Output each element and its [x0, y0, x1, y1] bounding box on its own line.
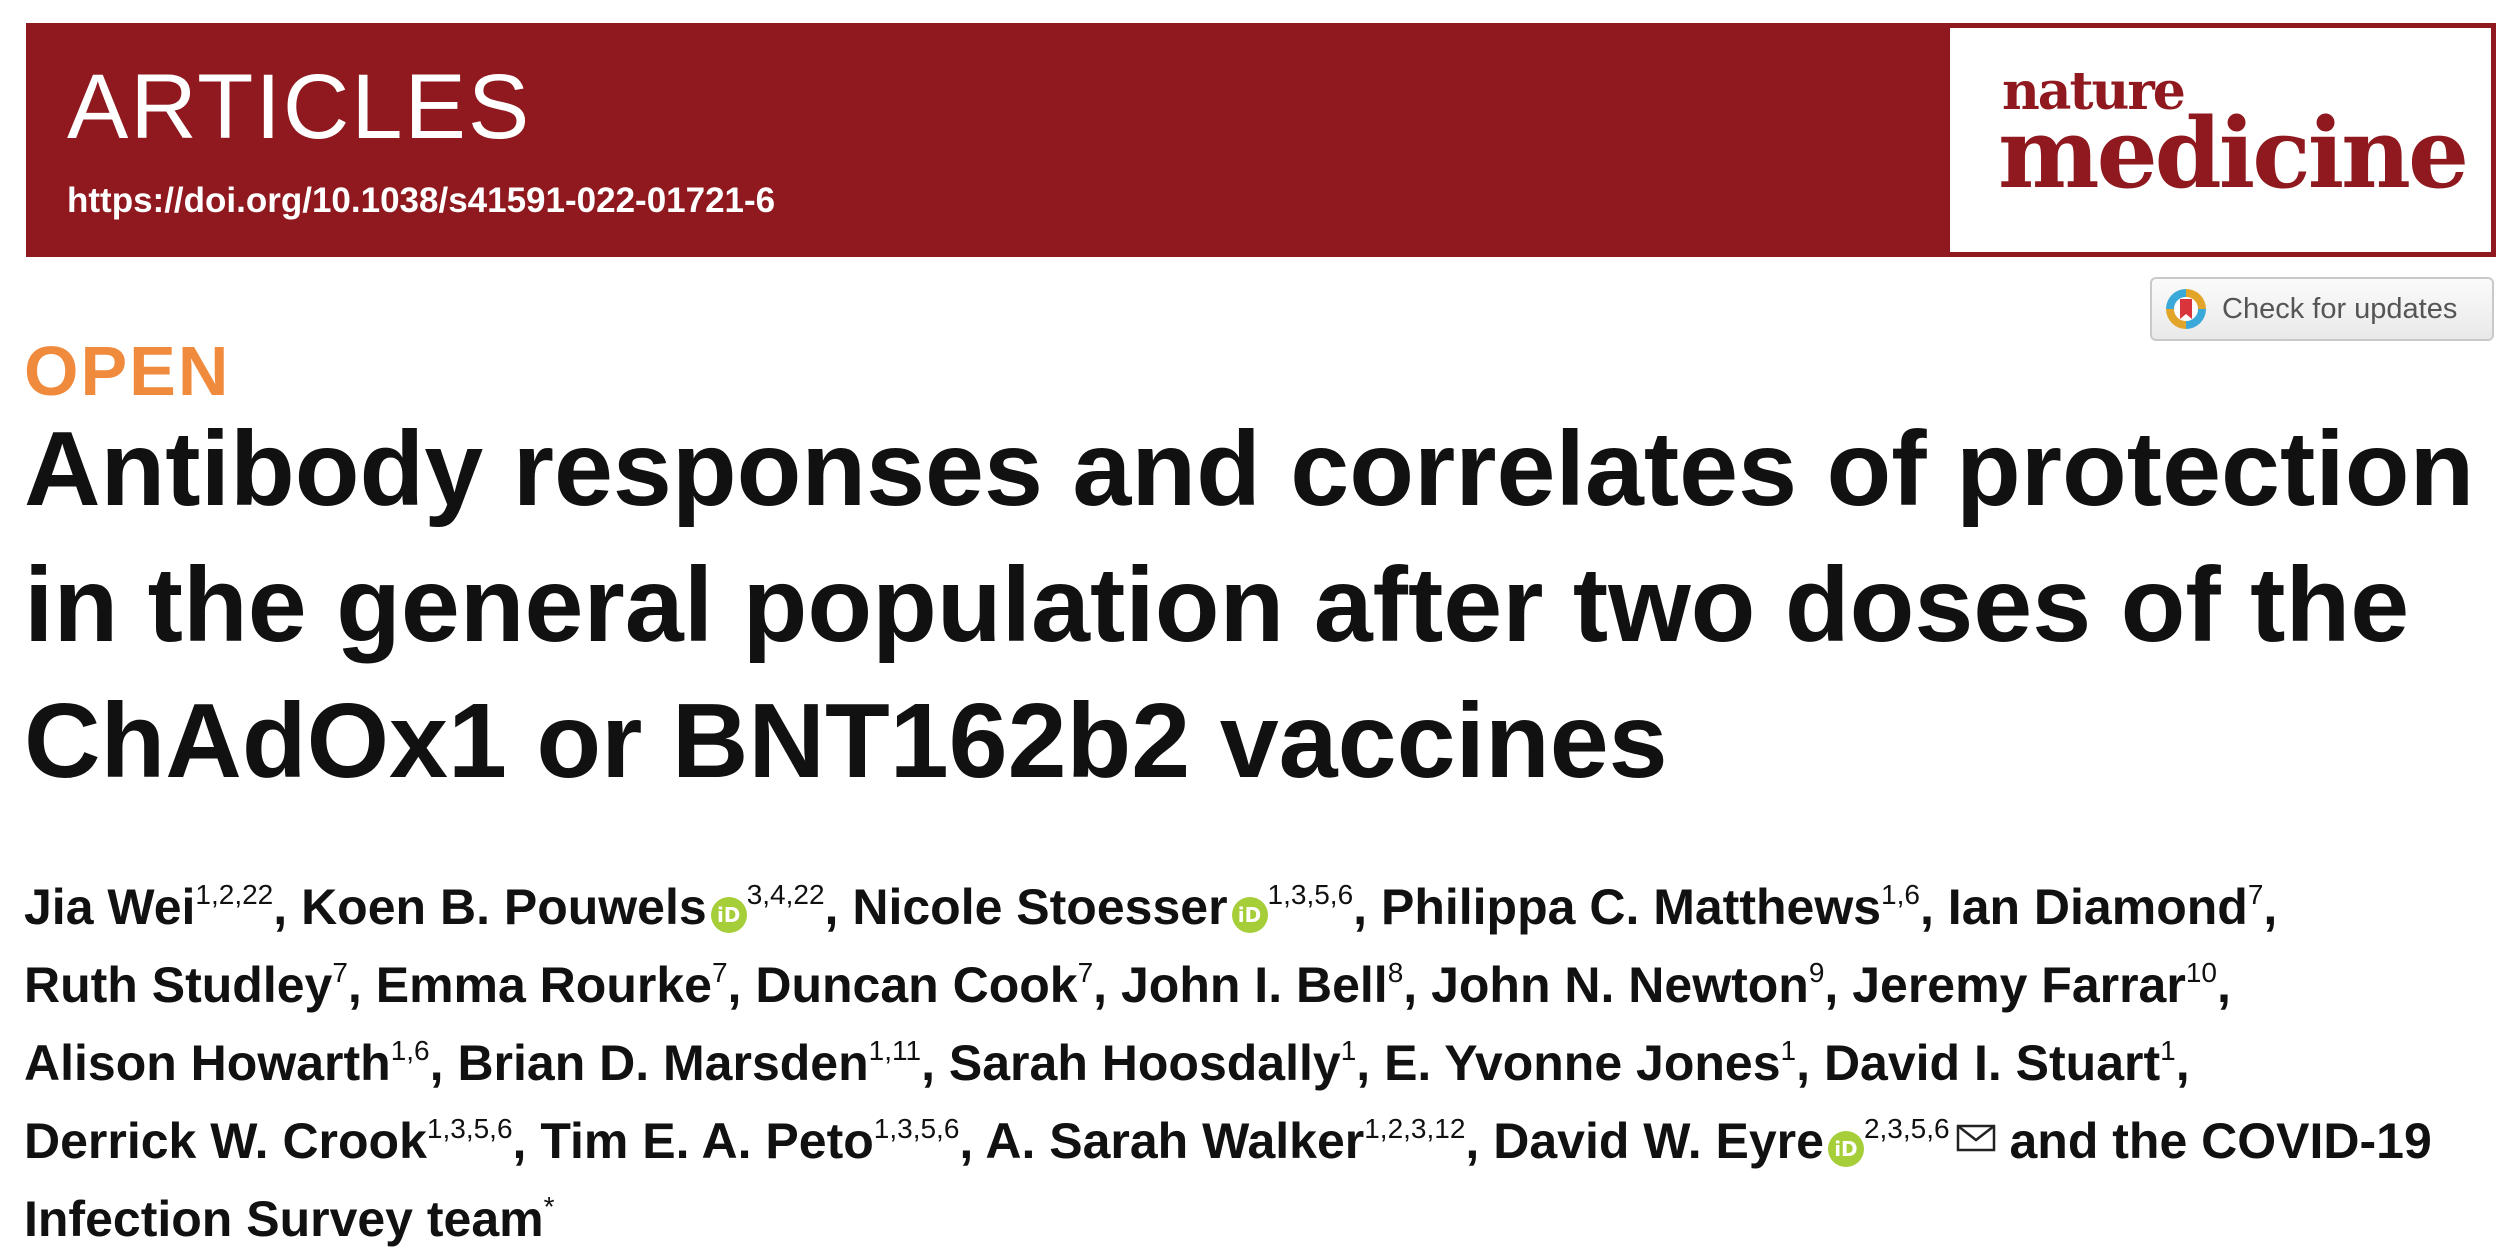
- article-title-line-2: in the general population after two dose…: [24, 546, 2410, 664]
- affiliation-marker: 1,6: [390, 1035, 430, 1067]
- section-label: ARTICLES: [67, 56, 532, 158]
- affiliation-marker: 7: [1077, 957, 1094, 989]
- team-footnote-marker: *: [543, 1191, 555, 1223]
- affiliation-marker: 1,2,22: [195, 879, 274, 911]
- author-name[interactable]: Brian D. Marsden: [457, 1035, 869, 1091]
- affiliation-marker: 1,3,5,6: [1267, 879, 1354, 911]
- author-entry: John I. Bell8,: [1120, 957, 1418, 1013]
- affiliation-marker: 8: [1387, 957, 1404, 989]
- author-name[interactable]: Derrick W. Crook: [24, 1113, 427, 1169]
- affiliation-marker: 9: [1808, 957, 1825, 989]
- author-entry: Jeremy Farrar10,: [1852, 957, 2231, 1013]
- affiliation-marker: 1,3,5,6: [426, 1113, 513, 1145]
- author-entry: Koen B. Pouwels iD3,4,22,: [301, 879, 839, 935]
- author-name[interactable]: A. Sarah Walker: [985, 1113, 1365, 1169]
- author-name[interactable]: Alison Howarth: [24, 1035, 391, 1091]
- author-entry: Emma Rourke7,: [375, 957, 742, 1013]
- affiliation-marker: 3,4,22: [746, 879, 825, 911]
- affiliation-marker: 7: [332, 957, 348, 989]
- doi-link[interactable]: https://doi.org/10.1038/s41591-022-01721…: [67, 181, 776, 220]
- author-name[interactable]: John N. Newton: [1431, 957, 1809, 1013]
- author-list: Jia Wei1,2,22, Koen B. Pouwels iD3,4,22, …: [24, 868, 2484, 1258]
- affiliation-marker: 1: [1340, 1035, 1357, 1067]
- author-name[interactable]: John I. Bell: [1120, 957, 1388, 1013]
- author-name[interactable]: David I. Stuart: [1823, 1035, 2161, 1091]
- affiliation-marker: 7: [711, 957, 728, 989]
- author-name[interactable]: Tim E. A. Peto: [540, 1113, 874, 1169]
- author-name[interactable]: Nicole Stoesser: [852, 879, 1228, 935]
- author-name[interactable]: Koen B. Pouwels: [301, 879, 707, 935]
- author-name[interactable]: E. Yvonne Jones: [1384, 1035, 1781, 1091]
- affiliation-marker: 1,11: [868, 1035, 922, 1067]
- affiliation-marker: 1,2,3,12: [1364, 1113, 1466, 1145]
- author-entry: Ian Diamond7,: [1947, 879, 2278, 935]
- author-name[interactable]: Ruth Studley: [24, 957, 333, 1013]
- orcid-icon[interactable]: iD: [710, 897, 747, 933]
- author-entry: A. Sarah Walker1,2,3,12,: [985, 1113, 1480, 1169]
- affiliation-marker: 2,3,5,6: [1863, 1113, 1950, 1145]
- affiliation-marker: 1: [2160, 1035, 2176, 1067]
- author-entry: Philippa C. Matthews1,6,: [1380, 879, 1934, 935]
- affiliation-marker: 1,3,5,6: [873, 1113, 960, 1145]
- author-name[interactable]: Duncan Cook: [755, 957, 1078, 1013]
- author-name[interactable]: Jia Wei: [24, 879, 196, 935]
- affiliation-marker: 7: [2247, 879, 2264, 911]
- author-name[interactable]: Ian Diamond: [1947, 879, 2248, 935]
- author-entry: John N. Newton9,: [1431, 957, 1839, 1013]
- journal-banner: ARTICLES https://doi.org/10.1038/s41591-…: [26, 23, 2496, 257]
- author-entry: Duncan Cook7,: [755, 957, 1108, 1013]
- author-name[interactable]: Emma Rourke: [375, 957, 712, 1013]
- author-entry: E. Yvonne Jones1,: [1384, 1035, 1811, 1091]
- author-name[interactable]: David W. Eyre: [1493, 1113, 1824, 1169]
- email-icon[interactable]: [1956, 1124, 1996, 1152]
- author-entry: Brian D. Marsden1,11,: [457, 1035, 935, 1091]
- article-title-line-3: ChAdOx1 or BNT162b2 vaccines: [24, 682, 1668, 800]
- logo-nature-text: nature: [2002, 61, 2186, 122]
- logo-medicine-text: medicine: [1998, 97, 2469, 210]
- author-name[interactable]: Philippa C. Matthews: [1380, 879, 1882, 935]
- check-for-updates-button[interactable]: Check for updates: [2150, 277, 2494, 341]
- author-entry: Ruth Studley7,: [24, 957, 362, 1013]
- crossmark-icon: [2166, 289, 2206, 329]
- article-title-line-1: Antibody responses and correlates of pro…: [24, 410, 2475, 528]
- orcid-icon[interactable]: iD: [1231, 897, 1268, 933]
- affiliation-marker: 10: [2185, 957, 2217, 989]
- orcid-icon[interactable]: iD: [1827, 1131, 1864, 1167]
- author-name[interactable]: Jeremy Farrar: [1852, 957, 2186, 1013]
- author-entry: David W. Eyre iD2,3,5,6: [1493, 1113, 1995, 1169]
- author-entry: Nicole Stoesser iD1,3,5,6,: [852, 879, 1368, 935]
- author-entry: Jia Wei1,2,22,: [24, 879, 288, 935]
- author-entry: Tim E. A. Peto1,3,5,6,: [540, 1113, 974, 1169]
- author-entry: Alison Howarth1,6,: [24, 1035, 444, 1091]
- author-list-tail: and the COVID-19 Infection Survey team: [24, 1113, 2432, 1247]
- author-entry: Sarah Hoosdally1,: [948, 1035, 1371, 1091]
- affiliation-marker: 1: [1780, 1035, 1797, 1067]
- author-name[interactable]: Sarah Hoosdally: [948, 1035, 1341, 1091]
- author-entry: David I. Stuart1,: [1823, 1035, 2190, 1091]
- check-for-updates-label: Check for updates: [2222, 292, 2458, 325]
- affiliation-marker: 1,6: [1881, 879, 1920, 911]
- journal-logo[interactable]: nature medicine: [1950, 28, 2491, 252]
- author-entry: Derrick W. Crook1,3,5,6,: [24, 1113, 527, 1169]
- open-access-label: OPEN: [24, 332, 231, 410]
